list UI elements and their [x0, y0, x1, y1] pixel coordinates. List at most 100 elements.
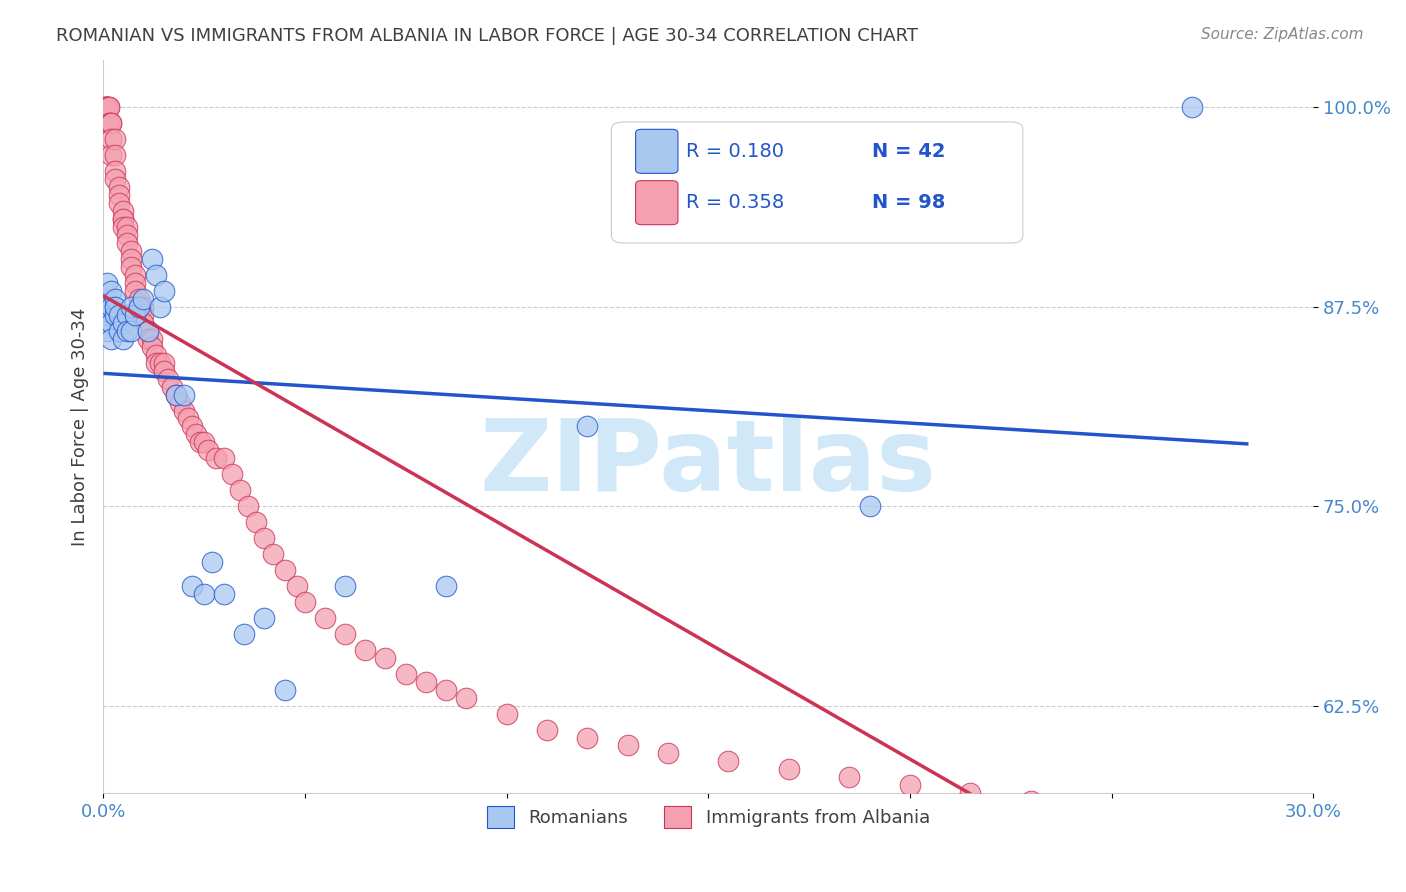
- Point: [576, 731, 599, 745]
- Text: ZIPatlas: ZIPatlas: [479, 415, 936, 512]
- Point: [285, 579, 308, 593]
- Point: [100, 284, 122, 298]
- Point: [104, 172, 127, 186]
- Point: [1343, 858, 1365, 872]
- Point: [212, 451, 235, 466]
- Point: [415, 674, 437, 689]
- Text: ROMANIAN VS IMMIGRANTS FROM ALBANIA IN LABOR FORCE | AGE 30-34 CORRELATION CHART: ROMANIAN VS IMMIGRANTS FROM ALBANIA IN L…: [56, 27, 918, 45]
- Point: [1282, 834, 1305, 848]
- Point: [120, 324, 142, 338]
- Point: [100, 300, 122, 314]
- Point: [112, 220, 135, 235]
- Point: [104, 148, 127, 162]
- Point: [104, 132, 127, 146]
- Point: [117, 220, 139, 235]
- Point: [221, 467, 243, 482]
- Point: [98, 116, 121, 130]
- Point: [100, 116, 122, 130]
- Point: [838, 771, 860, 785]
- Point: [152, 364, 174, 378]
- Text: Source: ZipAtlas.com: Source: ZipAtlas.com: [1201, 27, 1364, 42]
- Point: [898, 778, 921, 792]
- Point: [858, 500, 880, 514]
- Point: [132, 308, 155, 322]
- Point: [294, 595, 316, 609]
- Point: [395, 666, 418, 681]
- Point: [136, 324, 159, 338]
- Point: [108, 180, 131, 194]
- Point: [152, 356, 174, 370]
- Point: [100, 148, 122, 162]
- Legend: Romanians, Immigrants from Albania: Romanians, Immigrants from Albania: [479, 799, 936, 836]
- Point: [205, 451, 228, 466]
- Point: [112, 212, 135, 227]
- Point: [314, 611, 336, 625]
- Point: [100, 332, 122, 346]
- Point: [1080, 802, 1102, 816]
- FancyBboxPatch shape: [636, 181, 678, 225]
- Point: [108, 324, 131, 338]
- Point: [1181, 100, 1204, 114]
- Point: [136, 324, 159, 338]
- Point: [273, 682, 295, 697]
- Point: [778, 763, 800, 777]
- Text: R = 0.358: R = 0.358: [686, 194, 785, 212]
- Point: [180, 419, 202, 434]
- Point: [1201, 818, 1223, 832]
- Point: [1362, 866, 1385, 880]
- Point: [1302, 842, 1324, 856]
- Point: [1019, 794, 1042, 808]
- Point: [180, 579, 202, 593]
- Point: [253, 611, 276, 625]
- Point: [145, 268, 167, 282]
- Point: [354, 642, 377, 657]
- Point: [212, 587, 235, 601]
- Point: [128, 300, 150, 314]
- Point: [94, 100, 117, 114]
- Point: [657, 747, 679, 761]
- Point: [616, 739, 638, 753]
- Point: [112, 332, 135, 346]
- Point: [149, 356, 172, 370]
- Point: [98, 100, 121, 114]
- Point: [128, 300, 150, 314]
- Point: [333, 579, 356, 593]
- Point: [132, 316, 155, 330]
- Point: [96, 100, 118, 114]
- Point: [253, 531, 276, 545]
- Point: [262, 547, 284, 561]
- Point: [374, 650, 396, 665]
- Point: [576, 419, 599, 434]
- Point: [124, 268, 146, 282]
- Point: [104, 164, 127, 178]
- Point: [108, 188, 131, 202]
- Point: [100, 132, 122, 146]
- Point: [132, 300, 155, 314]
- Point: [333, 627, 356, 641]
- Point: [173, 403, 195, 417]
- Point: [434, 682, 457, 697]
- Point: [141, 340, 163, 354]
- Point: [152, 284, 174, 298]
- Point: [124, 284, 146, 298]
- Point: [1140, 810, 1163, 824]
- Point: [165, 387, 187, 401]
- Point: [165, 387, 187, 401]
- Point: [96, 292, 118, 306]
- Point: [108, 308, 131, 322]
- Point: [96, 100, 118, 114]
- Text: N = 42: N = 42: [872, 142, 945, 161]
- Point: [717, 755, 740, 769]
- Point: [495, 706, 517, 721]
- Point: [177, 411, 200, 425]
- Point: [245, 515, 267, 529]
- Point: [233, 627, 256, 641]
- Point: [96, 308, 118, 322]
- Point: [120, 244, 142, 258]
- Point: [96, 300, 118, 314]
- Point: [96, 100, 118, 114]
- Point: [112, 316, 135, 330]
- FancyBboxPatch shape: [612, 122, 1022, 243]
- Point: [149, 300, 172, 314]
- Point: [536, 723, 558, 737]
